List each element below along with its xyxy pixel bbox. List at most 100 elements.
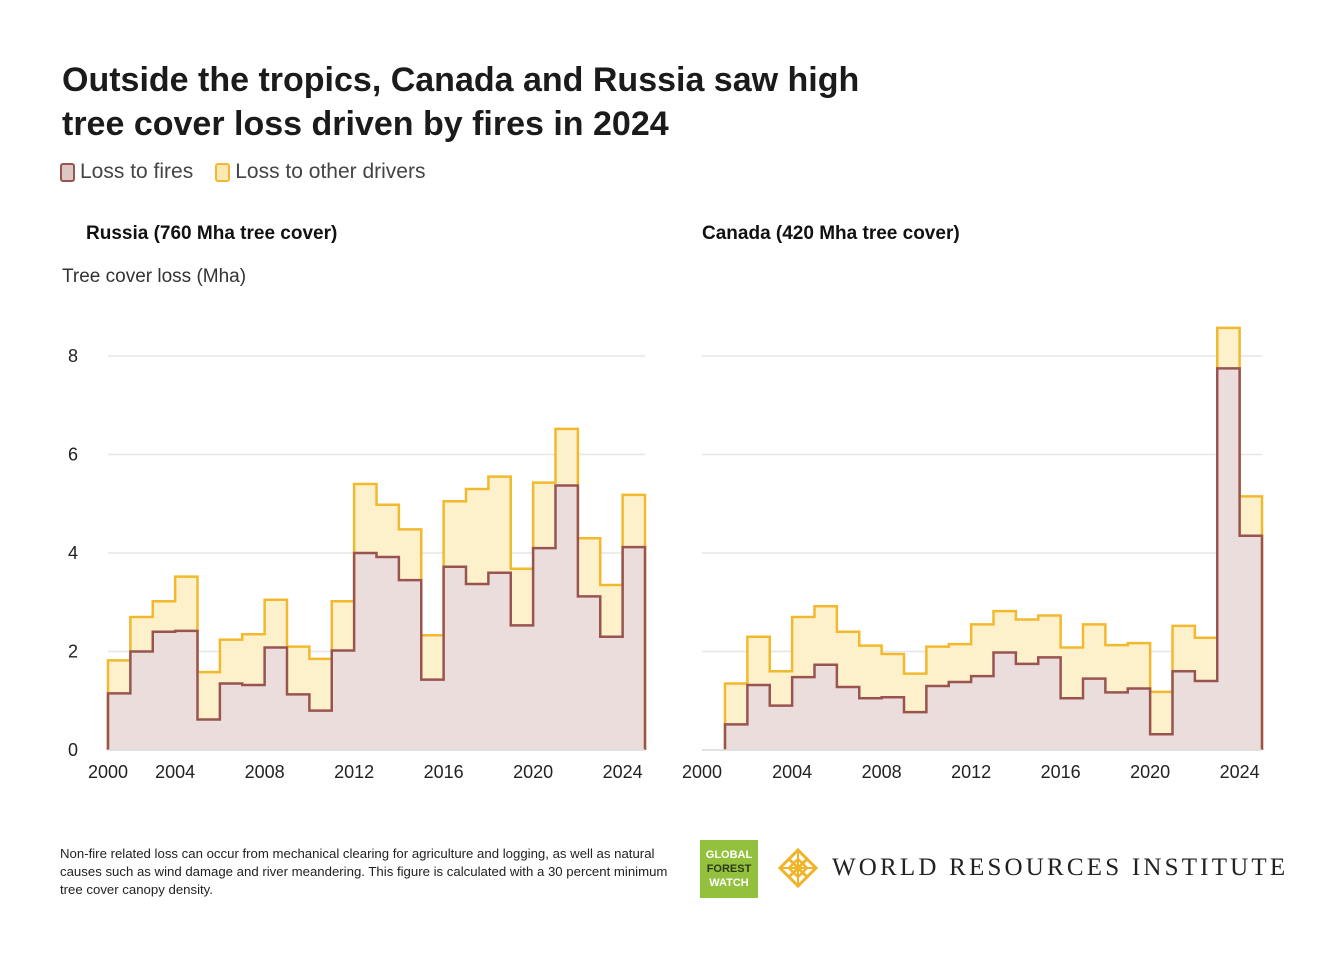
bar-other-2001 bbox=[725, 683, 748, 725]
bar-fires-2021 bbox=[1172, 671, 1196, 750]
bar-fires-2003 bbox=[769, 705, 793, 750]
panel-title: Russia (760 Mha tree cover) bbox=[86, 223, 337, 244]
bar-other-2002 bbox=[130, 617, 154, 652]
bar-fires-2011 bbox=[331, 650, 355, 750]
legend-swatch-fires bbox=[60, 162, 75, 182]
bar-fires-2022 bbox=[1194, 681, 1218, 750]
series-line-fires bbox=[106, 484, 647, 750]
x-tick-label: 2020 bbox=[1130, 762, 1170, 782]
bar-fires-2021 bbox=[555, 485, 579, 750]
bar-other-2003 bbox=[152, 601, 176, 632]
bar-other-2001 bbox=[108, 660, 131, 694]
bar-fires-2020 bbox=[533, 548, 556, 750]
x-tick-label: 2020 bbox=[513, 762, 553, 782]
bar-fires-2012 bbox=[971, 676, 994, 750]
bar-other-2014 bbox=[1015, 619, 1039, 664]
chart-title: Outside the tropics, Canada and Russia s… bbox=[62, 61, 860, 143]
wri-logo-text: WORLD RESOURCES INSTITUTE bbox=[832, 854, 1289, 881]
legend: Loss to fires Loss to other drivers bbox=[60, 160, 447, 184]
panel-title: Canada (420 Mha tree cover) bbox=[702, 223, 960, 244]
x-tick-label: 2008 bbox=[245, 762, 285, 782]
bar-fires-2016 bbox=[443, 566, 467, 750]
bar-fires-2019 bbox=[510, 625, 534, 750]
gfw-logo-line-3: WATCH bbox=[709, 877, 749, 889]
bar-other-2014 bbox=[398, 529, 422, 581]
bar-other-2007 bbox=[859, 645, 883, 699]
bar-other-2009 bbox=[904, 673, 927, 713]
gfw-logo-line-2: FOREST bbox=[706, 863, 752, 875]
bar-other-2002 bbox=[747, 636, 771, 685]
bar-other-2019 bbox=[1127, 643, 1151, 689]
bar-other-2015 bbox=[1038, 615, 1062, 658]
bar-other-2006 bbox=[836, 631, 860, 687]
bar-fires-2003 bbox=[152, 631, 176, 750]
wri-logo: WORLD RESOURCES INSTITUTE bbox=[778, 848, 1288, 888]
bar-fires-2007 bbox=[242, 684, 266, 750]
x-tick-label: 2004 bbox=[772, 762, 812, 782]
bar-fires-2010 bbox=[309, 710, 333, 750]
bar-fires-2002 bbox=[130, 651, 154, 750]
bar-other-2011 bbox=[331, 601, 355, 651]
bar-fires-2017 bbox=[1083, 678, 1106, 750]
bar-other-2024 bbox=[622, 494, 646, 548]
bar-fires-2009 bbox=[287, 694, 310, 750]
legend-label-other: Loss to other drivers bbox=[235, 160, 426, 183]
bar-fires-2013 bbox=[376, 556, 400, 750]
bar-other-2024 bbox=[1239, 496, 1263, 536]
bar-other-2022 bbox=[577, 538, 601, 597]
global-forest-watch-logo: GLOBAL FOREST WATCH bbox=[700, 840, 758, 898]
y-axis-label: Tree cover loss (Mha) bbox=[62, 266, 246, 287]
bar-fires-2004 bbox=[175, 630, 198, 750]
bar-fires-2015 bbox=[1038, 657, 1062, 750]
x-tick-label: 2024 bbox=[603, 762, 643, 782]
bar-fires-2009 bbox=[904, 712, 927, 750]
bar-fires-2005 bbox=[197, 719, 221, 750]
bar-fires-2014 bbox=[1015, 663, 1039, 750]
series-line-fires bbox=[723, 367, 1264, 750]
bar-other-2008 bbox=[881, 653, 905, 698]
x-tick-label: 2012 bbox=[334, 762, 374, 782]
bar-other-2017 bbox=[466, 488, 489, 585]
bar-other-2018 bbox=[1105, 645, 1129, 693]
legend-label-fires: Loss to fires bbox=[80, 160, 194, 183]
legend-item-fires: Loss to fires bbox=[60, 160, 193, 184]
bar-fires-2004 bbox=[792, 677, 815, 750]
y-tick-label: 2 bbox=[68, 642, 78, 662]
bar-fires-2006 bbox=[836, 686, 860, 750]
bar-fires-2006 bbox=[219, 683, 243, 750]
series-line-total bbox=[723, 326, 1264, 750]
x-tick-label: 2000 bbox=[88, 762, 128, 782]
bar-fires-2010 bbox=[926, 685, 950, 750]
bar-fires-2023 bbox=[600, 636, 624, 750]
bar-other-2016 bbox=[1060, 647, 1084, 699]
bar-fires-2011 bbox=[948, 682, 972, 750]
bar-other-2021 bbox=[1172, 625, 1196, 672]
bar-fires-2008 bbox=[881, 697, 905, 750]
bar-other-2020 bbox=[533, 482, 556, 549]
x-tick-label: 2008 bbox=[862, 762, 902, 782]
legend-swatch-other bbox=[215, 162, 231, 182]
bar-other-2012 bbox=[971, 624, 994, 677]
bar-other-2008 bbox=[264, 599, 288, 648]
bar-other-2011 bbox=[948, 644, 972, 683]
bar-fires-2007 bbox=[859, 698, 883, 750]
bar-other-2006 bbox=[219, 639, 243, 684]
bar-other-2013 bbox=[993, 611, 1017, 653]
bar-fires-2016 bbox=[1060, 698, 1084, 750]
bar-fires-2020 bbox=[1150, 734, 1173, 750]
bar-other-2004 bbox=[175, 576, 198, 631]
legend-item-other: Loss to other drivers bbox=[215, 160, 425, 184]
bar-other-2016 bbox=[443, 501, 467, 567]
chart-panel-canada: Canada (420 Mha tree cover) 2000 2004 2008 2… bbox=[682, 223, 1264, 782]
x-tick-label: 2000 bbox=[682, 762, 722, 782]
bar-fires-2023 bbox=[1217, 368, 1241, 750]
y-tick-label: 4 bbox=[68, 543, 78, 563]
bar-fires-2019 bbox=[1127, 688, 1151, 750]
bar-fires-2005 bbox=[814, 664, 838, 750]
x-tick-label: 2024 bbox=[1220, 762, 1260, 782]
gfw-logo-line-1: GLOBAL bbox=[705, 849, 753, 861]
x-tick-label: 2004 bbox=[155, 762, 195, 782]
bar-other-2023 bbox=[1217, 327, 1241, 369]
bar-other-2003 bbox=[769, 671, 793, 706]
bar-other-2005 bbox=[814, 606, 838, 665]
